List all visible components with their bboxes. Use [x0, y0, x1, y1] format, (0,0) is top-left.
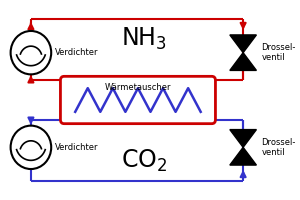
Polygon shape	[230, 130, 256, 147]
Text: Drossel-
ventil: Drossel- ventil	[262, 43, 296, 62]
Polygon shape	[230, 147, 256, 165]
Text: Verdichter: Verdichter	[55, 143, 98, 152]
Text: Verdichter: Verdichter	[55, 48, 98, 57]
Polygon shape	[230, 35, 256, 53]
Polygon shape	[230, 53, 256, 70]
Text: NH$_3$: NH$_3$	[122, 26, 167, 52]
Text: CO$_2$: CO$_2$	[121, 148, 167, 174]
Text: Wärmetauscher: Wärmetauscher	[105, 83, 171, 92]
Text: Drossel-
ventil: Drossel- ventil	[262, 138, 296, 157]
FancyBboxPatch shape	[60, 76, 215, 124]
